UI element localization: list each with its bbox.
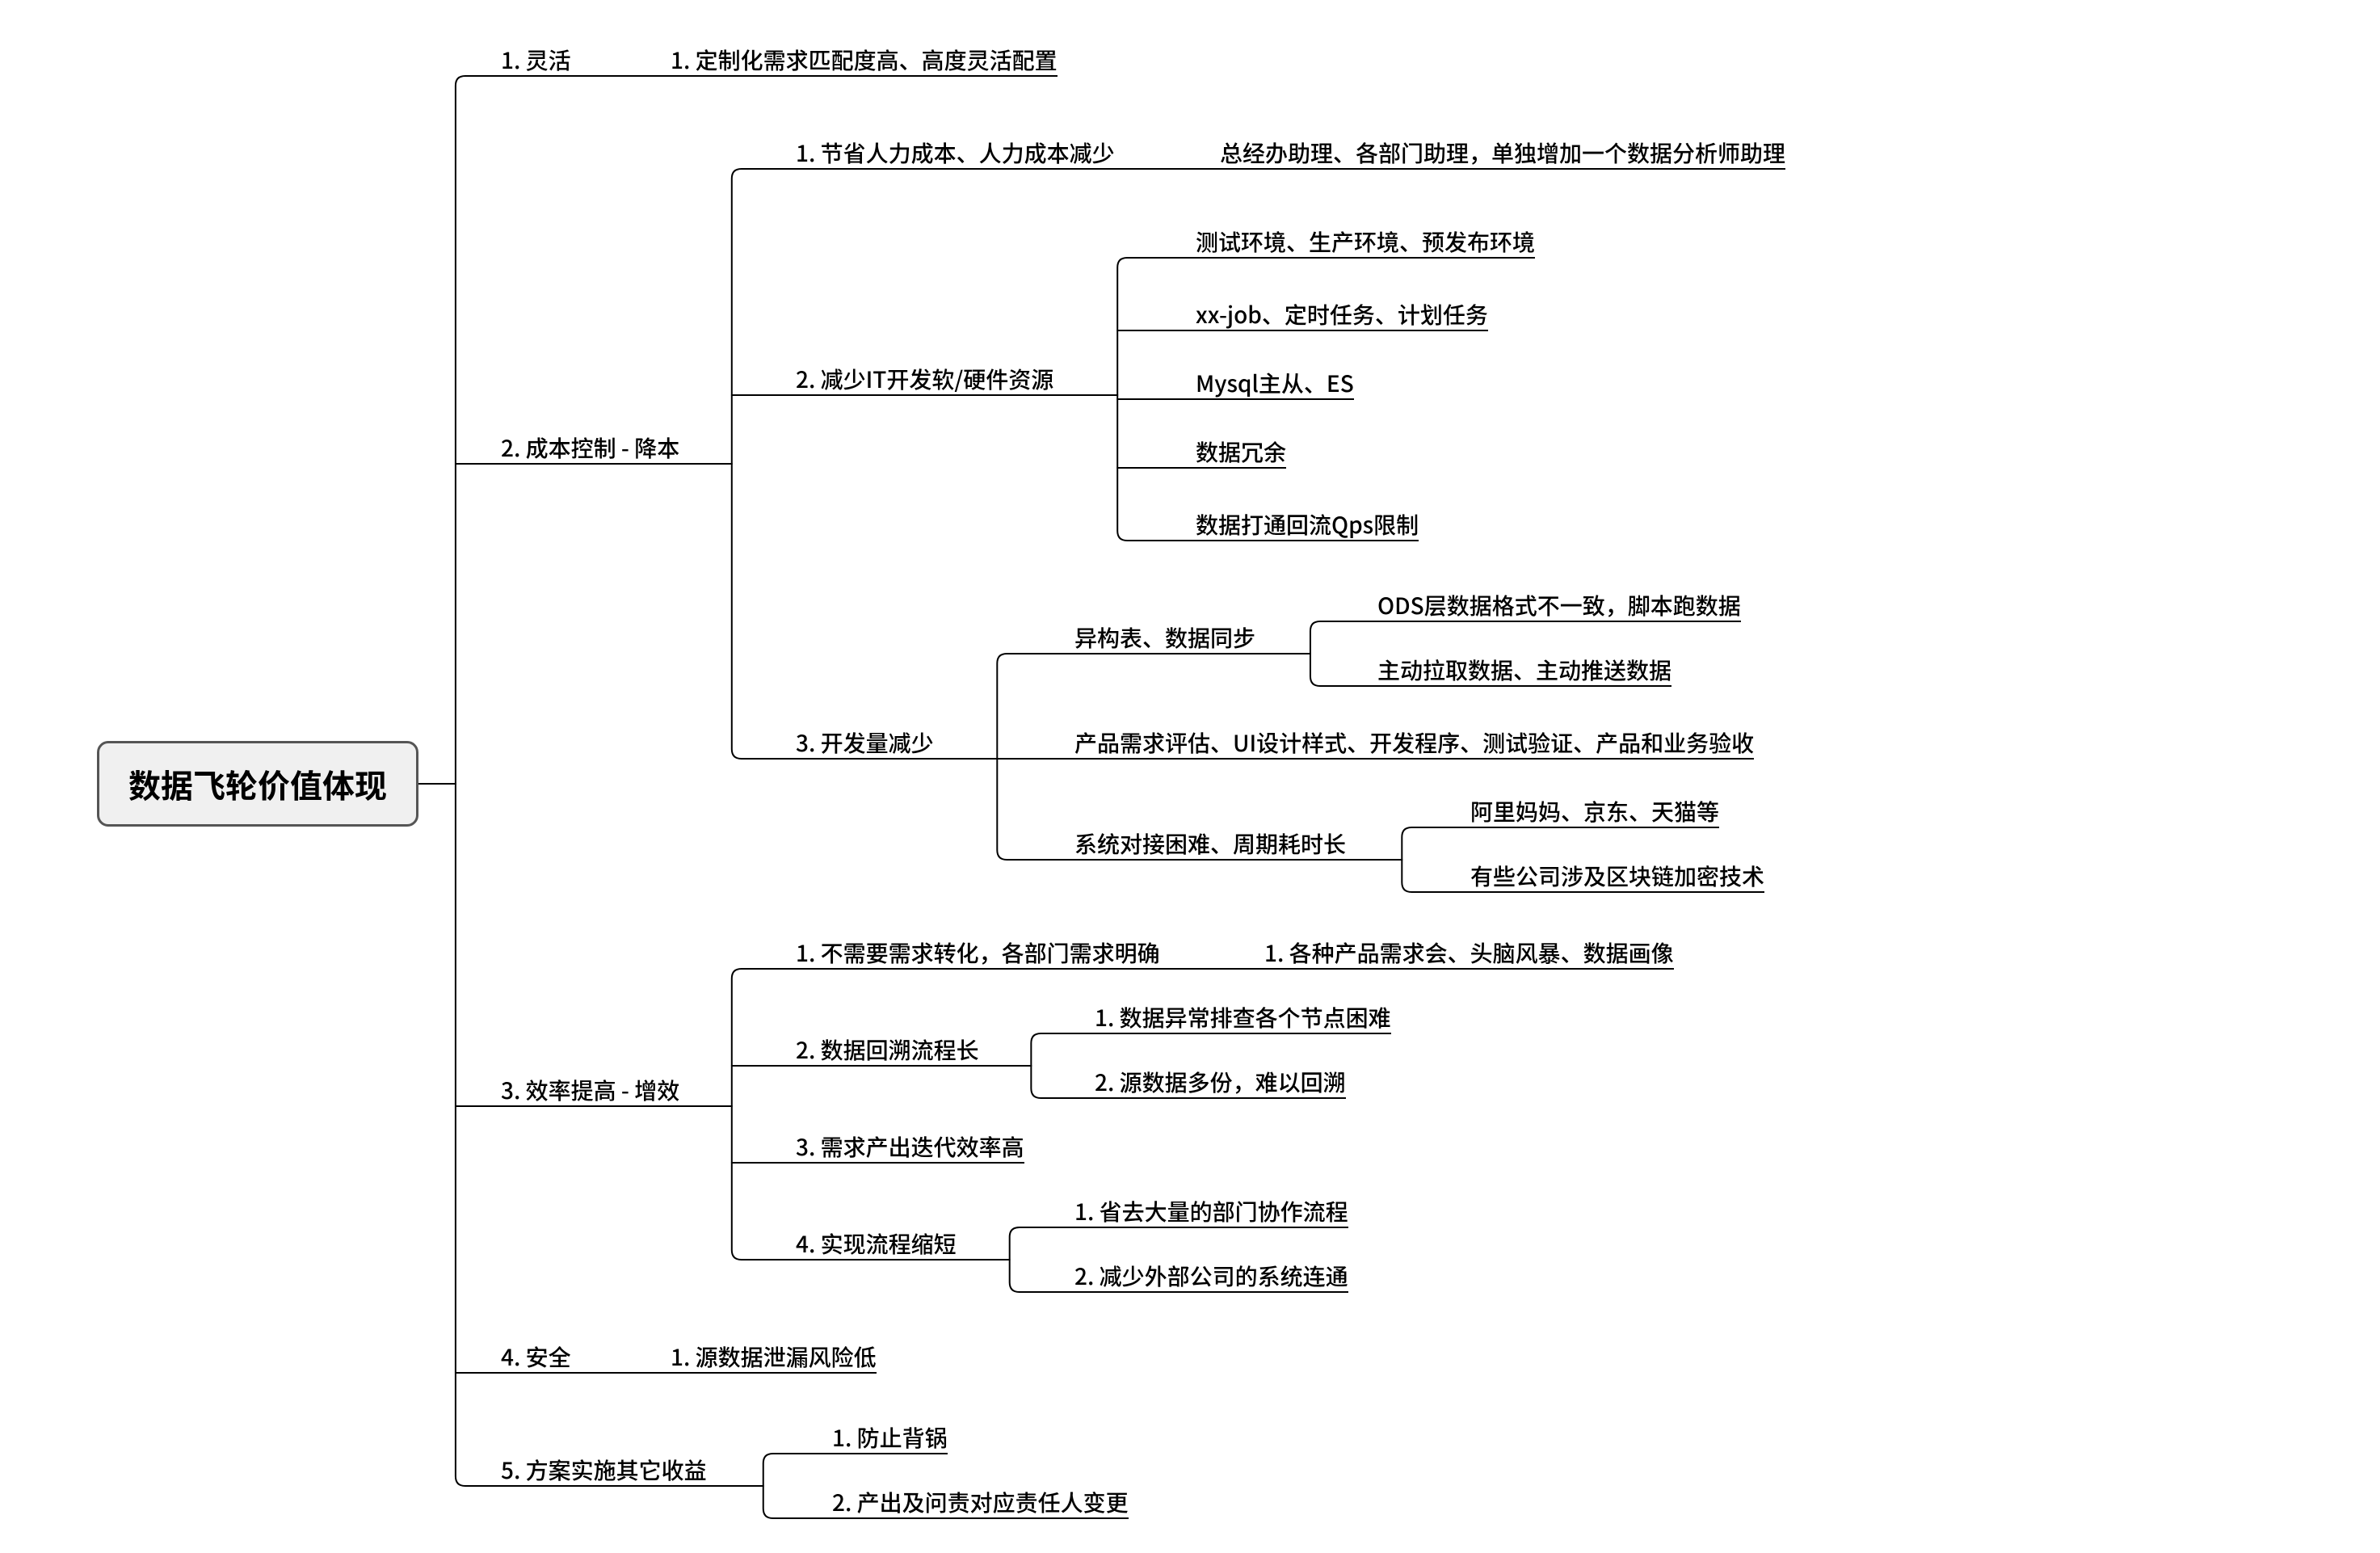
edge	[1010, 1260, 1074, 1292]
edge	[1117, 258, 1196, 395]
mindmap-node: 4. 安全	[501, 1344, 571, 1371]
edge	[997, 654, 1074, 759]
edge	[456, 784, 501, 1486]
edge	[732, 464, 796, 759]
mindmap-node: 1. 不需要需求转化，各部门需求明确	[796, 940, 1160, 967]
mindmap-node: 测试环境、生产环境、预发布环境	[1196, 229, 1535, 256]
mindmap-node: 2. 产出及问责对应责任人变更	[832, 1489, 1129, 1517]
edge	[1310, 621, 1377, 654]
mindmap-node: 主动拉取数据、主动推送数据	[1377, 657, 1671, 684]
mindmap-node: ODS层数据格式不一致，脚本跑数据	[1377, 592, 1741, 620]
mindmap-node: 产品需求评估、UI设计样式、开发程序、测试验证、产品和业务验收	[1074, 730, 1754, 757]
edge	[1117, 395, 1196, 541]
mindmap-node: 总经办助理、各部门助理，单独增加一个数据分析师助理	[1220, 140, 1785, 167]
mindmap-node: 系统对接困难、周期耗时长	[1074, 831, 1346, 858]
mindmap-node: 3. 开发量减少	[796, 730, 934, 757]
mindmap-node: 3. 效率提高 - 增效	[501, 1077, 679, 1105]
mindmap-container: 数据飞轮价值体现 1. 灵活 1. 定制化需求匹配度高、高度灵活配置 2. 成本控制 …	[0, 0, 2380, 1553]
mindmap-node: 有些公司涉及区块链加密技术	[1470, 863, 1764, 890]
mindmap-node: xx-job、定时任务、计划任务	[1196, 301, 1488, 329]
mindmap-node: 阿里妈妈、京东、天猫等	[1470, 798, 1719, 826]
mindmap-node: 2. 减少IT开发软/硬件资源	[796, 366, 1053, 394]
mindmap-node: 2. 数据回溯流程长	[796, 1037, 979, 1064]
mindmap-node: 数据冗余	[1196, 439, 1286, 466]
mindmap-node: 5. 方案实施其它收益	[501, 1457, 707, 1484]
mindmap-node: 1. 各种产品需求会、头脑风暴、数据画像	[1264, 940, 1674, 967]
edge	[732, 169, 796, 464]
edge	[732, 969, 796, 1106]
edge	[732, 1106, 796, 1260]
mindmap-node: 1. 省去大量的部门协作流程	[1074, 1198, 1348, 1226]
edge	[763, 1486, 832, 1518]
mindmap-node: 2. 成本控制 - 降本	[501, 435, 679, 462]
edge	[1402, 827, 1470, 860]
mindmap-node: 1. 定制化需求匹配度高、高度灵活配置	[671, 47, 1058, 74]
mindmap-root: 数据飞轮价值体现	[97, 741, 418, 827]
mindmap-node: 2. 源数据多份，难以回溯	[1095, 1069, 1346, 1096]
mindmap-node: 数据打通回流Qps限制	[1196, 511, 1419, 539]
edge	[997, 759, 1074, 860]
mindmap-node: 4. 实现流程缩短	[796, 1231, 957, 1258]
mindmap-node: Mysql主从、ES	[1196, 370, 1354, 398]
edge	[1031, 1066, 1095, 1098]
mindmap-node: 1. 节省人力成本、人力成本减少	[796, 140, 1115, 167]
edge	[456, 76, 501, 784]
mindmap-node: 2. 减少外部公司的系统连通	[1074, 1263, 1348, 1290]
edge	[1031, 1033, 1095, 1066]
mindmap-node: 1. 源数据泄漏风险低	[671, 1344, 877, 1371]
edge	[763, 1454, 832, 1486]
mindmap-node: 1. 防止背锅	[832, 1425, 948, 1452]
mindmap-node: 1. 灵活	[501, 47, 571, 74]
edge	[1010, 1227, 1074, 1260]
mindmap-node: 1. 数据异常排查各个节点困难	[1095, 1004, 1391, 1032]
mindmap-node: 异构表、数据同步	[1074, 625, 1255, 652]
edge	[1402, 860, 1470, 892]
mindmap-node: 3. 需求产出迭代效率高	[796, 1134, 1024, 1161]
edge	[1310, 654, 1377, 686]
